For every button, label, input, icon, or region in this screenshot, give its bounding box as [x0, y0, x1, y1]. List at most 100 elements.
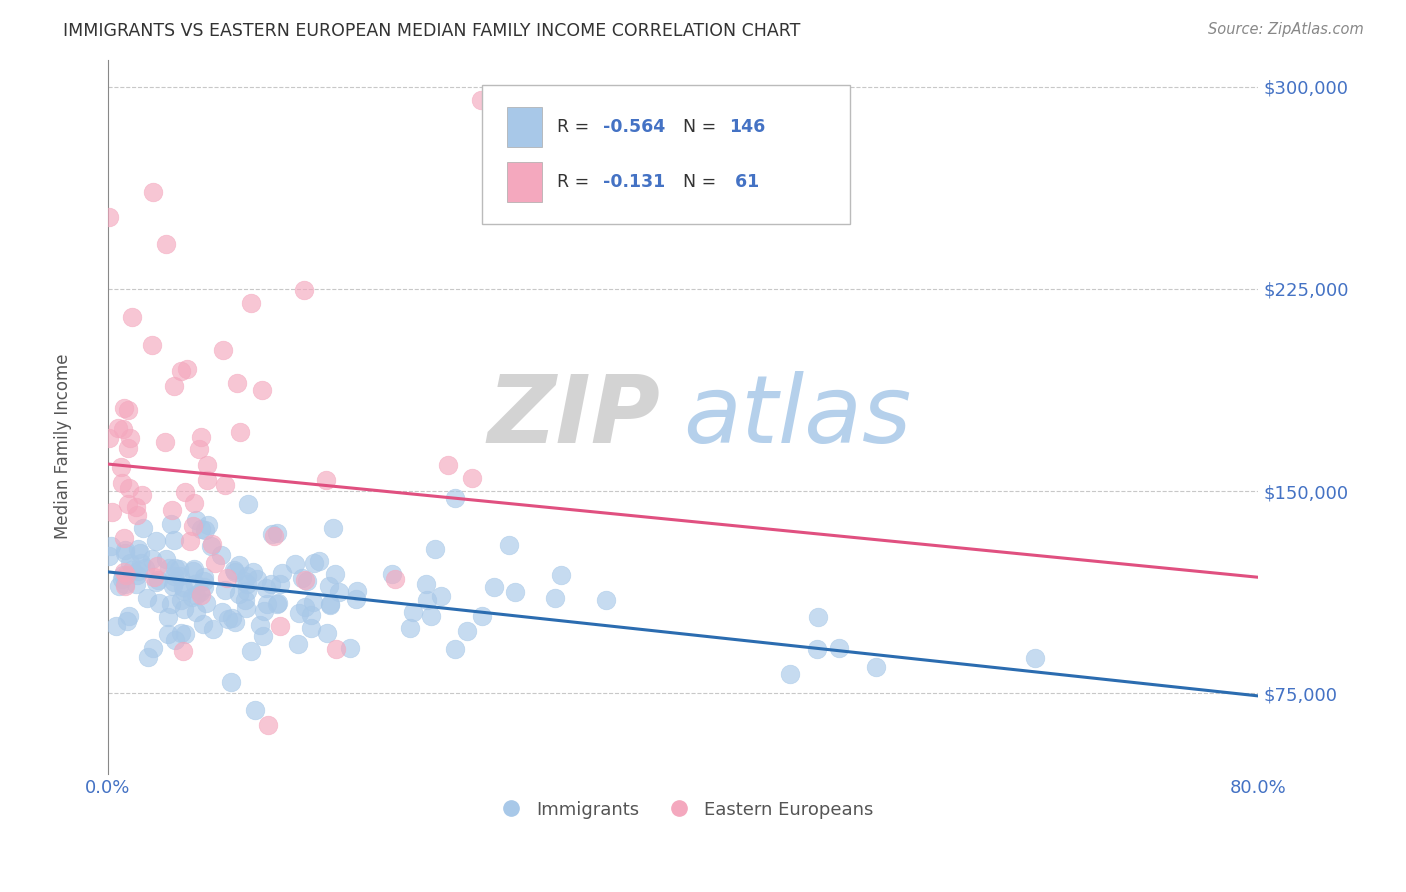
Point — [155, 435, 177, 450]
Point — [117, 614, 139, 628]
Point — [121, 310, 143, 325]
Point — [131, 487, 153, 501]
Point — [287, 637, 309, 651]
Point — [183, 562, 205, 576]
Point — [211, 605, 233, 619]
Point — [190, 522, 212, 536]
Point — [344, 591, 367, 606]
Point — [228, 558, 250, 572]
Point — [294, 573, 316, 587]
Point — [132, 521, 155, 535]
Point — [172, 580, 194, 594]
Point — [865, 660, 887, 674]
Point — [148, 596, 170, 610]
Text: ZIP: ZIP — [488, 371, 661, 463]
Point — [595, 593, 617, 607]
Point — [184, 514, 207, 528]
Point — [114, 542, 136, 557]
Point — [779, 667, 801, 681]
Text: -0.131: -0.131 — [603, 173, 665, 191]
Point — [184, 588, 207, 602]
Point — [420, 609, 443, 624]
Point — [269, 619, 291, 633]
Point — [550, 567, 572, 582]
Point — [118, 608, 141, 623]
Point — [228, 587, 250, 601]
Point — [127, 542, 149, 557]
Point — [190, 585, 212, 599]
Point — [142, 186, 165, 200]
Point — [155, 552, 177, 566]
Text: 61: 61 — [730, 173, 759, 191]
Point — [299, 621, 322, 635]
Point — [191, 616, 214, 631]
Point — [217, 612, 239, 626]
Point — [111, 475, 134, 490]
Point — [402, 605, 425, 619]
Point — [384, 572, 406, 586]
Point — [141, 337, 163, 351]
Point — [111, 573, 134, 587]
Point — [322, 521, 344, 535]
Point — [169, 626, 191, 640]
Point — [318, 579, 340, 593]
Point — [470, 93, 492, 107]
Point — [159, 516, 181, 531]
Point — [101, 505, 124, 519]
Point — [173, 583, 195, 598]
Point — [266, 597, 288, 611]
Point — [172, 644, 194, 658]
Point — [263, 528, 285, 542]
Point — [423, 541, 446, 556]
Point — [112, 401, 135, 415]
Point — [110, 460, 132, 475]
Point — [112, 531, 135, 545]
Point — [197, 518, 219, 533]
Point — [806, 641, 828, 656]
Point — [184, 606, 207, 620]
Point — [193, 574, 215, 589]
Point — [125, 568, 148, 582]
Point — [120, 556, 142, 570]
Point — [156, 626, 179, 640]
Point — [328, 585, 350, 599]
Point — [339, 640, 361, 655]
Point — [117, 403, 139, 417]
Point — [316, 626, 339, 640]
Point — [195, 595, 218, 609]
Point — [315, 474, 337, 488]
Text: Median Family Income: Median Family Income — [55, 353, 72, 539]
Point — [202, 622, 225, 636]
Point — [235, 601, 257, 615]
Point — [146, 573, 169, 587]
Point — [146, 559, 169, 574]
Point — [98, 549, 121, 563]
Point — [179, 534, 201, 549]
Point — [163, 569, 186, 583]
Point — [297, 574, 319, 589]
Point — [346, 584, 368, 599]
Text: N =: N = — [683, 173, 727, 191]
Point — [195, 458, 218, 473]
Point — [127, 564, 149, 578]
FancyBboxPatch shape — [508, 107, 541, 147]
Point — [249, 618, 271, 632]
Point — [456, 624, 478, 639]
Point — [319, 598, 342, 612]
Point — [807, 610, 830, 624]
Point — [145, 574, 167, 589]
Point — [194, 524, 217, 538]
Text: -0.564: -0.564 — [603, 118, 665, 136]
Point — [240, 644, 263, 658]
Point — [104, 619, 127, 633]
Point — [232, 574, 254, 589]
Point — [302, 557, 325, 571]
Point — [828, 640, 851, 655]
Point — [253, 604, 276, 618]
Point — [236, 583, 259, 598]
Point — [254, 581, 277, 595]
Point — [114, 546, 136, 560]
Point — [260, 527, 283, 541]
Text: Source: ZipAtlas.com: Source: ZipAtlas.com — [1208, 22, 1364, 37]
Point — [180, 591, 202, 605]
